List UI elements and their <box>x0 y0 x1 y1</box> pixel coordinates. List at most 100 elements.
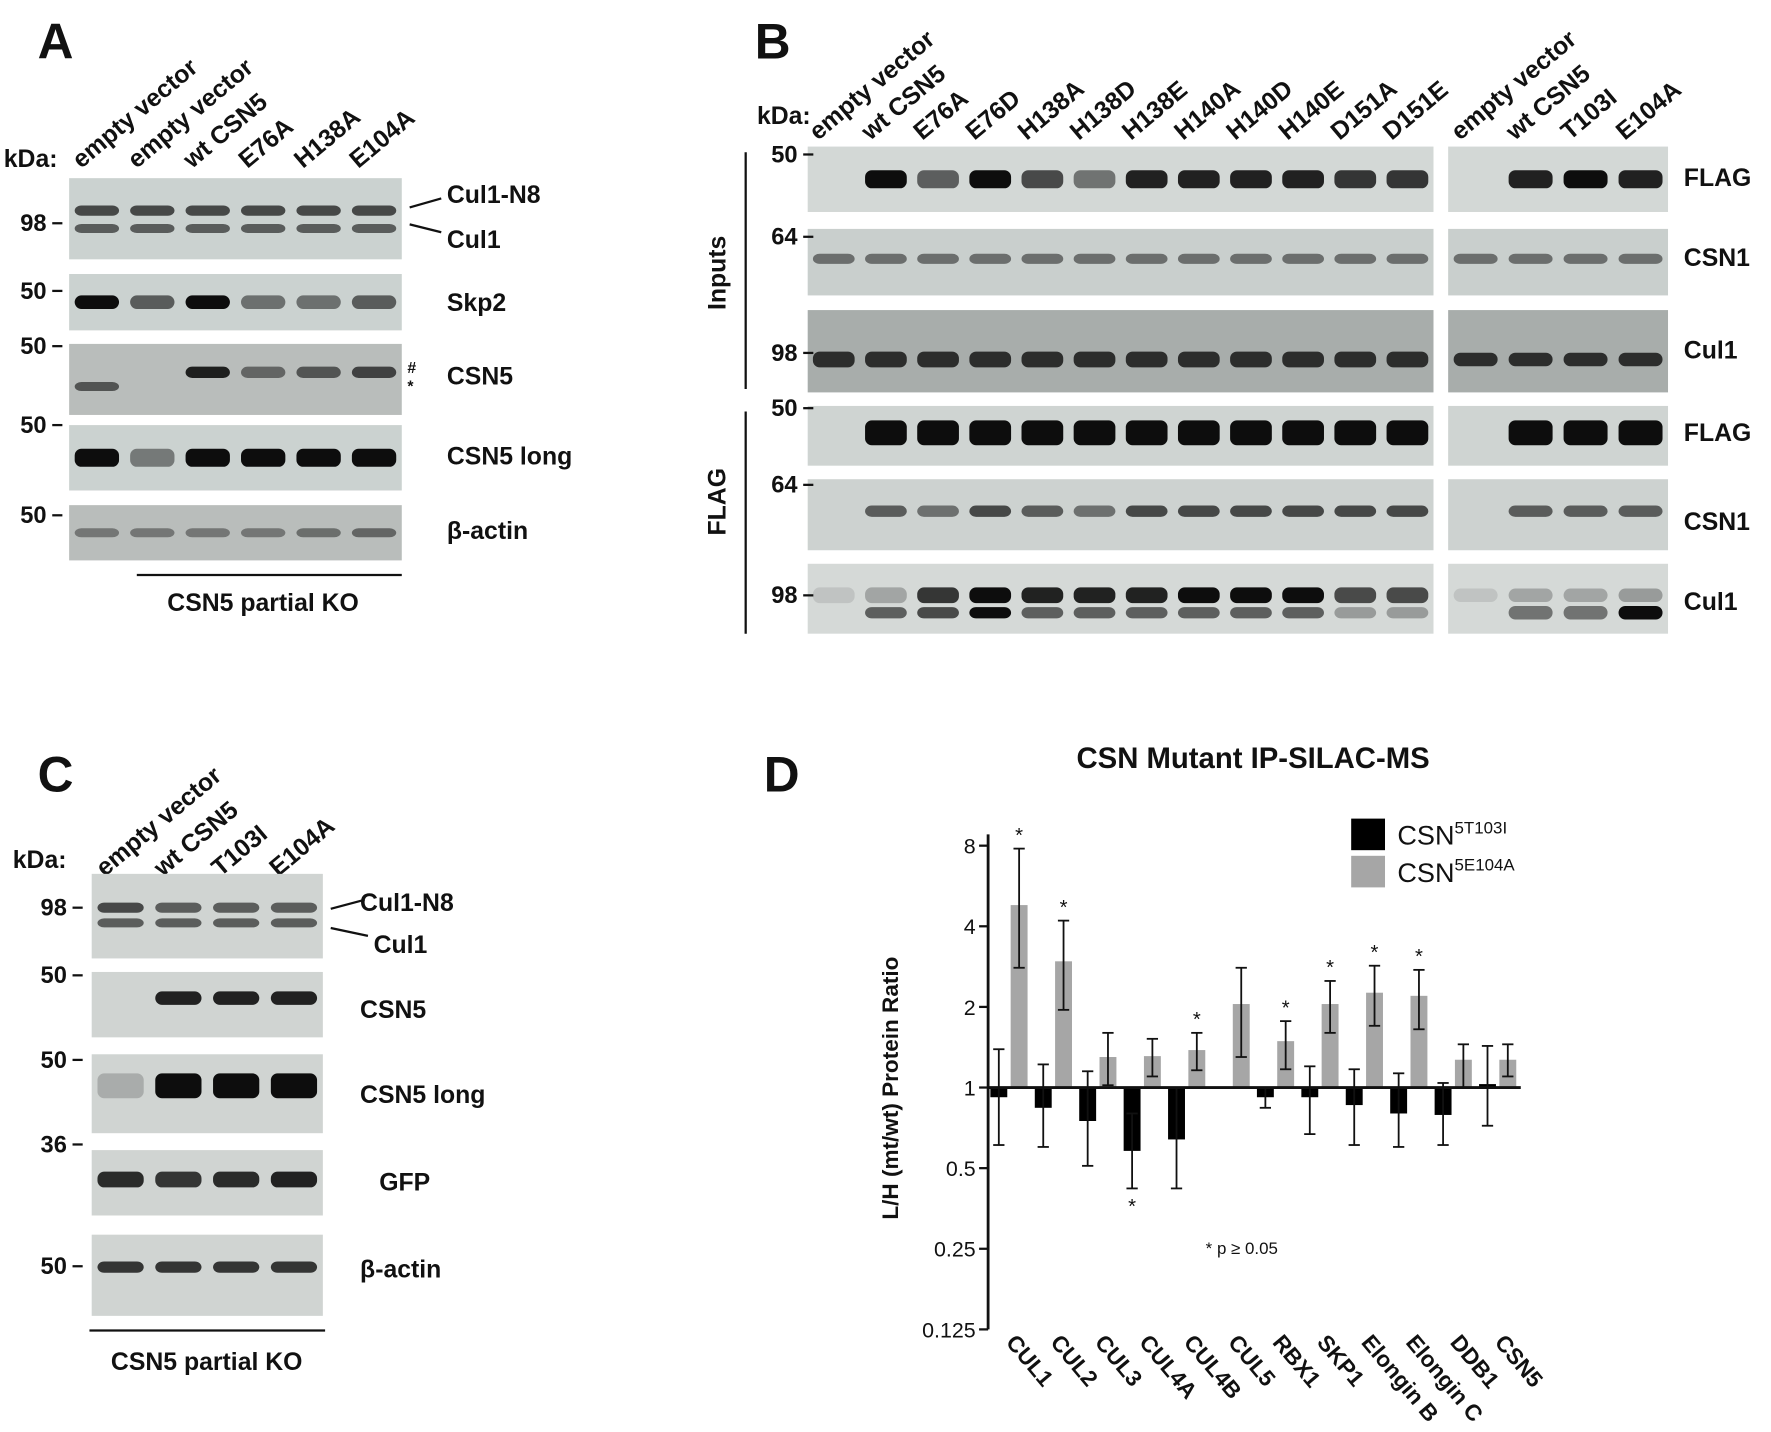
lane-label: E76D <box>961 85 1026 146</box>
kda-marker: 98 <box>771 583 797 609</box>
band <box>917 587 959 604</box>
legend-swatch <box>1351 855 1386 888</box>
blot-label: Cul1 <box>447 227 501 254</box>
band <box>1563 588 1608 603</box>
band <box>296 448 341 467</box>
band <box>351 223 397 233</box>
band <box>812 351 855 368</box>
error-bar <box>1324 980 1336 1034</box>
legend-label: CSN5E104A <box>1397 855 1515 887</box>
band <box>1021 607 1064 619</box>
band <box>1230 420 1272 446</box>
leader-line <box>409 223 442 234</box>
band <box>351 528 397 538</box>
blot <box>69 505 402 561</box>
band <box>270 918 318 928</box>
band <box>74 448 120 467</box>
band <box>1508 420 1553 446</box>
band <box>155 1171 202 1188</box>
legend-name: CSN <box>1397 858 1454 888</box>
y-tick-label: 8 <box>964 835 976 859</box>
band <box>1618 505 1663 517</box>
error-bar <box>993 1048 1005 1146</box>
blot-label: FLAG <box>1684 420 1752 447</box>
band <box>130 528 175 538</box>
band <box>296 528 341 538</box>
blot <box>807 146 1434 212</box>
band <box>1563 420 1608 446</box>
kda-marker: 36 <box>41 1132 67 1158</box>
blot-label: Cul1-N8 <box>447 182 541 209</box>
band <box>185 223 230 233</box>
band <box>1334 607 1377 619</box>
blot-label: Cul1 <box>1684 589 1738 616</box>
band <box>1125 505 1168 517</box>
band <box>1386 587 1429 604</box>
y-tick-label: 1 <box>964 1076 976 1100</box>
band <box>1618 588 1663 603</box>
error-bar <box>1235 966 1247 1058</box>
blot-label: CSN5 <box>447 363 513 390</box>
band <box>241 205 286 216</box>
blot <box>807 405 1434 466</box>
error-bar <box>1146 1037 1159 1078</box>
band <box>213 918 260 928</box>
group-label: CSN5 partial KO <box>111 1349 303 1376</box>
band <box>74 223 120 233</box>
band <box>1334 170 1377 189</box>
band <box>1508 253 1553 264</box>
band <box>1021 587 1064 604</box>
band <box>1125 587 1168 604</box>
error-bar <box>1502 1043 1514 1078</box>
band <box>1230 607 1272 619</box>
band <box>1334 351 1377 368</box>
band <box>969 587 1012 604</box>
band <box>1453 588 1498 603</box>
band <box>97 1073 144 1099</box>
band <box>213 1073 260 1099</box>
band <box>917 170 959 189</box>
band <box>1177 351 1220 368</box>
blot-label: CSN5 <box>360 997 426 1024</box>
blot <box>1448 563 1669 634</box>
band <box>969 170 1012 189</box>
band <box>213 991 260 1005</box>
band <box>1073 587 1116 604</box>
band <box>130 295 175 309</box>
band <box>1021 351 1064 368</box>
band <box>351 295 397 309</box>
band <box>969 253 1012 264</box>
band <box>1073 607 1116 619</box>
band <box>812 253 855 264</box>
bar <box>1321 1004 1339 1088</box>
kda-marker: 98 <box>41 896 67 922</box>
kda-marker: 98 <box>771 341 797 367</box>
significance-mark: * <box>1415 946 1423 968</box>
bar <box>1410 995 1428 1088</box>
band <box>917 253 959 264</box>
blot-label: Cul1 <box>1684 338 1738 365</box>
significance-mark: * <box>1015 825 1023 847</box>
bar <box>1366 992 1383 1088</box>
band <box>1386 607 1429 619</box>
band <box>155 902 202 913</box>
error-bar <box>1280 1020 1292 1071</box>
y-tick-label: 0.25 <box>934 1238 976 1262</box>
leader-line <box>330 926 369 937</box>
band <box>1618 170 1663 189</box>
error-bar <box>1304 1065 1316 1136</box>
band <box>1125 351 1168 368</box>
kda-marker: 50 <box>20 334 46 360</box>
band <box>270 1261 318 1273</box>
band <box>1177 253 1220 264</box>
band <box>917 420 959 446</box>
kda-marker: 50 <box>771 142 797 168</box>
blot <box>807 228 1434 296</box>
legend-superscript: 5E104A <box>1455 855 1516 874</box>
band <box>296 295 341 309</box>
band <box>74 528 120 538</box>
band <box>865 607 907 619</box>
blot-label: GFP <box>379 1170 430 1197</box>
band <box>1508 170 1553 189</box>
band <box>1618 420 1663 446</box>
